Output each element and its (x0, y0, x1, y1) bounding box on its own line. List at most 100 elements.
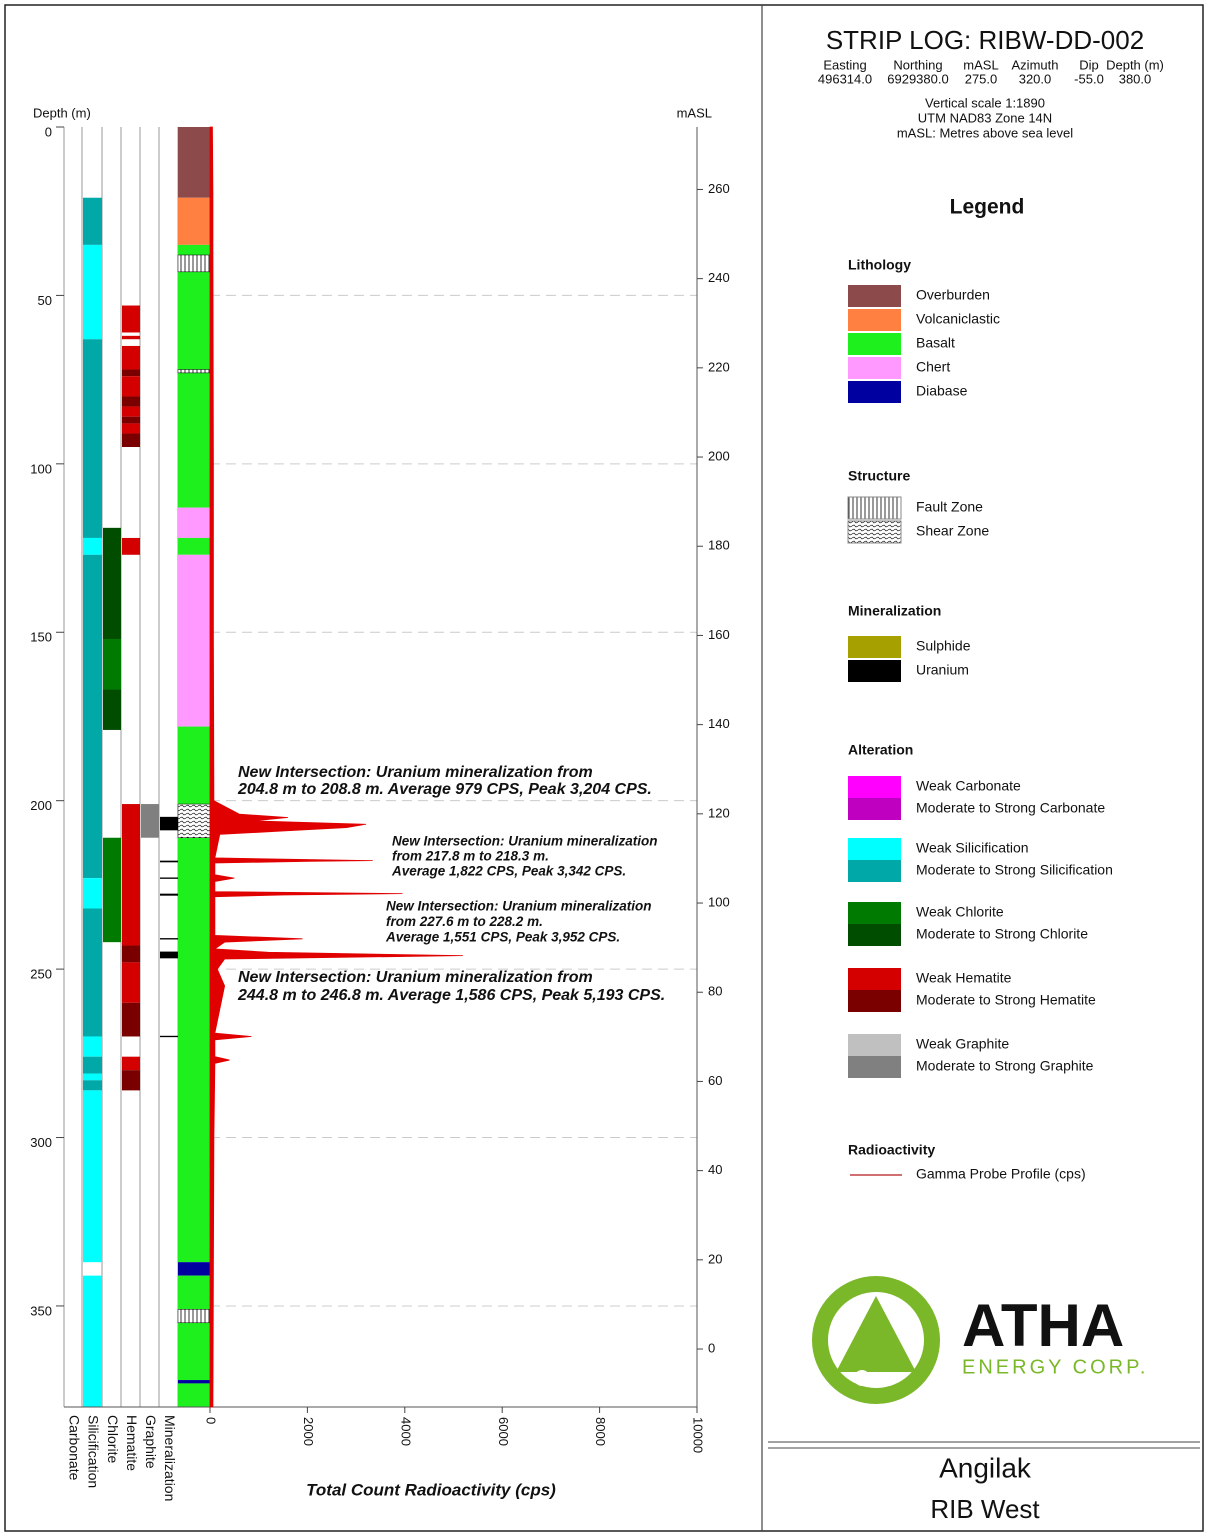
logo-mark (812, 1276, 940, 1404)
legend-swatch (848, 357, 901, 379)
legend-swatch (848, 309, 901, 331)
lithology-interval (178, 127, 210, 198)
alteration-interval (83, 197, 102, 245)
x-axis-label: Total Count Radioactivity (cps) (306, 1480, 556, 1499)
lithology-interval (178, 507, 210, 538)
structure-interval (177, 254, 211, 273)
alteration-interval (83, 908, 102, 1037)
y2-tick-label: 180 (708, 538, 730, 553)
y-tick-label: 100 (30, 461, 52, 476)
x-tick-label: 2000 (301, 1417, 316, 1446)
alteration-interval (160, 938, 178, 940)
alteration-interval (160, 860, 178, 863)
alteration-interval (83, 554, 102, 879)
annotation: New Intersection: Uranium mineralization… (238, 764, 593, 781)
collar-heading: Northing (893, 57, 942, 72)
legend-label: Moderate to Strong Silicification (916, 862, 1113, 878)
alteration-interval (122, 433, 140, 447)
collar-value: 275.0 (965, 71, 998, 86)
structure-interval (177, 803, 211, 838)
y-tick-label: 0 (45, 124, 52, 139)
column-label: Silicification (85, 1415, 101, 1488)
gamma-profile (209, 126, 463, 1408)
column-label: Graphite (143, 1415, 159, 1469)
alteration-interval (160, 951, 178, 959)
alteration-interval (122, 1070, 140, 1091)
legend-swatch (848, 381, 901, 403)
alteration-interval (103, 639, 121, 690)
annotation: New Intersection: Uranium mineralization (392, 834, 658, 849)
alteration-interval (141, 804, 159, 838)
alteration-interval (122, 962, 140, 1003)
legend-group-title: Structure (848, 468, 910, 484)
legend-label: Uranium (916, 662, 969, 678)
alteration-interval (103, 527, 121, 639)
alteration-interval (122, 423, 140, 434)
y2-tick-label: 60 (708, 1073, 722, 1088)
y2-tick-label: 80 (708, 984, 722, 999)
x-tick-label: 10000 (691, 1417, 706, 1453)
legend-swatch (848, 860, 901, 882)
collar-value: 496314.0 (818, 71, 872, 86)
legend-label: Weak Hematite (916, 970, 1012, 986)
structure-interval (177, 1309, 211, 1324)
legend-label: Weak Chlorite (916, 904, 1004, 920)
legend-label: Overburden (916, 287, 990, 303)
legend-label: Weak Graphite (916, 1036, 1009, 1052)
alteration-interval (103, 837, 121, 943)
alteration-interval (160, 816, 178, 831)
footer-area: RIB West (930, 1494, 1040, 1524)
x-tick-label: 8000 (593, 1417, 608, 1446)
collar-heading: Easting (823, 57, 866, 72)
y2-tick-label: 160 (708, 627, 730, 642)
y-tick-label: 50 (38, 293, 52, 308)
y2-tick-label: 140 (708, 716, 730, 731)
alteration-interval (83, 878, 102, 909)
alteration-interval (122, 1056, 140, 1071)
y-tick-label: 150 (30, 630, 52, 645)
alteration-interval (83, 244, 102, 340)
alteration-interval (122, 369, 140, 377)
alteration-interval (83, 339, 102, 538)
lithology-interval (178, 1275, 210, 1381)
collar-heading: mASL (963, 57, 998, 72)
legend-label: Weak Carbonate (916, 778, 1021, 794)
y-tick-label: 300 (30, 1135, 52, 1150)
legend-group-title: Radioactivity (848, 1142, 935, 1158)
alteration-interval (160, 1035, 178, 1038)
legend-label: Diabase (916, 383, 968, 399)
collar-value: 380.0 (1119, 71, 1152, 86)
y2-tick-label: 20 (708, 1251, 722, 1266)
annotation: 244.8 m to 246.8 m. Average 1,586 CPS, P… (237, 987, 665, 1004)
legend-label: Gamma Probe Profile (cps) (916, 1166, 1086, 1182)
annotation: Average 1,822 CPS, Peak 3,342 CPS. (391, 864, 626, 879)
alteration-interval (122, 1002, 140, 1037)
lithology-interval (178, 244, 210, 508)
alteration-interval (122, 804, 140, 946)
collar-value: 6929380.0 (887, 71, 948, 86)
legend-label: Moderate to Strong Graphite (916, 1058, 1094, 1074)
legend-swatch (848, 990, 901, 1012)
legend-swatch (848, 1056, 901, 1078)
annotation: Average 1,551 CPS, Peak 3,952 CPS. (385, 930, 620, 945)
annotation: from 227.6 m to 228.2 m. (386, 914, 543, 929)
alteration-interval (83, 1073, 102, 1081)
alteration-interval (122, 537, 140, 555)
x-tick-label: 0 (204, 1417, 219, 1424)
collar-value: -55.0 (1074, 71, 1104, 86)
alteration-interval (83, 537, 102, 555)
alteration-interval (103, 689, 121, 730)
y2-tick-label: 220 (708, 359, 730, 374)
collar-heading: Azimuth (1012, 57, 1059, 72)
legend-swatch (848, 968, 901, 990)
collar-heading: Depth (m) (1106, 57, 1164, 72)
y2-axis-label: mASL (677, 105, 712, 120)
legend-swatch (848, 902, 901, 924)
legend-label: Sulphide (916, 638, 971, 654)
alteration-interval (122, 335, 140, 340)
alteration-interval (122, 376, 140, 397)
legend-group-title: Lithology (848, 257, 911, 273)
alteration-interval (160, 877, 178, 879)
annotation: 204.8 m to 208.8 m. Average 979 CPS, Pea… (237, 781, 652, 798)
